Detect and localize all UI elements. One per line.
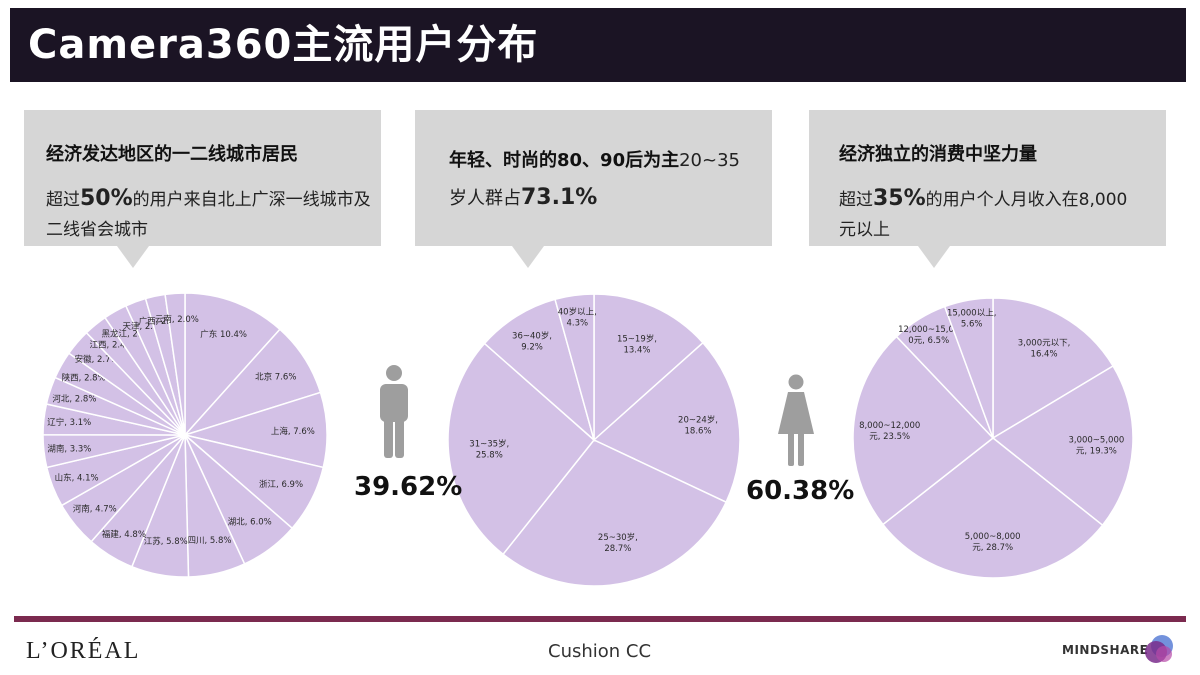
age-slice-label-2: 25~30岁, 28.7% <box>598 532 638 554</box>
male-percentage: 39.62% <box>354 472 463 502</box>
callout-income-body: 超过35%的用户个人月收入在8,000 元以上 <box>839 184 1127 245</box>
callout-age-pre: 岁人群占 <box>449 188 521 209</box>
pie-chart-age: 15~19岁, 13.4% 20~24岁, 18.6% 25~30岁, 28.7% 31~3… <box>447 293 741 587</box>
mindshare-logo-text: MINDSHARE <box>1062 643 1149 657</box>
footer-center-text: Cushion CC <box>548 641 652 662</box>
city-slice-label-10: 湖南, 3.3% <box>47 443 91 454</box>
city-slice-label-0: 广东 10.4% <box>200 329 247 340</box>
city-slice-label-11: 辽宁, 3.1% <box>47 417 91 428</box>
city-slice-label-1: 北京 7.6% <box>255 372 296 383</box>
city-slice-label-3: 浙江, 6.9% <box>259 479 303 490</box>
income-slice-label-0: 3,000元以下, 16.4% <box>1018 338 1071 359</box>
income-slice-label-5: 15,000以上, 5.6% <box>947 309 996 330</box>
city-slice-label-9: 山东, 4.1% <box>55 473 99 484</box>
callout-age-body: 岁人群占73.1% <box>449 184 597 210</box>
age-slice-label-0: 15~19岁, 13.4% <box>617 334 657 356</box>
city-slice-0 <box>184 292 281 437</box>
age-slice-label-5: 40岁以上, 4.3% <box>558 307 597 329</box>
city-slice-label-2: 上海, 7.6% <box>271 426 315 437</box>
income-slice-1 <box>991 364 1134 527</box>
female-person-icon <box>778 374 814 466</box>
callout-income: 经济独立的消费中坚力量 超过35%的用户个人月收入在8,000 元以上 <box>809 110 1166 246</box>
city-slice-label-16: 黑龙江, 2.4% <box>102 329 155 340</box>
income-slice-label-1: 3,000~5,000 元, 19.3% <box>1068 435 1124 456</box>
city-slice-label-19: 云南, 2.0% <box>155 314 199 325</box>
city-slice-19 <box>164 292 186 436</box>
pie-chart-city: 广东 10.4% 北京 7.6% 上海, 7.6% 浙江, 6.9% 湖北, 6.0% 四… <box>42 292 328 578</box>
income-slice-label-4: 12,000~15,00 0元, 6.5% <box>898 325 959 346</box>
callout-city-number: 50% <box>80 186 133 211</box>
age-slice-1 <box>592 341 741 504</box>
callout-income-tail <box>918 246 950 268</box>
callout-age-tail <box>512 246 544 268</box>
callout-city: 经济发达地区的一二线城市居民 超过50%的用户来自北上广深一线城市及 二线省会城… <box>24 110 381 246</box>
callout-city-post1: 的用户来自北上广深一线城市及 <box>132 190 371 210</box>
income-slice-3 <box>852 335 995 526</box>
callout-age-head: 年轻、时尚的80、90后为主 <box>449 150 680 171</box>
city-slice-label-5: 四川, 5.8% <box>187 536 231 546</box>
callout-city-post2: 二线省会城市 <box>46 220 148 240</box>
income-slice-label-3: 8,000~12,000 元, 23.5% <box>859 421 920 442</box>
callout-age-number: 73.1% <box>521 185 598 210</box>
callout-income-post1: 的用户个人月收入在8,000 <box>925 190 1128 210</box>
income-slice-0 <box>992 297 1115 440</box>
callout-city-tail <box>117 246 149 268</box>
footer-divider <box>14 616 1186 622</box>
city-slice-label-18: 广西, 2.0% <box>139 316 183 327</box>
callout-income-pre: 超过 <box>839 190 873 210</box>
female-percentage: 60.38% <box>746 476 855 506</box>
age-slice-label-3: 31~35岁, 25.8% <box>469 439 509 461</box>
city-slice-label-8: 河南, 4.7% <box>73 504 117 515</box>
income-slice-5 <box>943 297 994 439</box>
page-title: Camera360主流用户分布 <box>28 22 539 68</box>
callout-city-body: 超过50%的用户来自北上广深一线城市及 二线省会城市 <box>46 184 371 245</box>
title-bar: Camera360主流用户分布 <box>10 8 1186 82</box>
callout-income-post2: 元以上 <box>839 220 890 240</box>
age-slice-label-1: 20~24岁, 18.6% <box>678 414 718 436</box>
income-slice-label-2: 5,000~8,000 元, 28.7% <box>965 532 1021 553</box>
city-slice-label-13: 陕西, 2.8% <box>62 373 106 384</box>
pie-chart-income: 3,000元以下, 16.4% 3,000~5,000 元, 19.3% 5,000~8… <box>852 297 1134 579</box>
age-slice-label-4: 36~40岁, 9.2% <box>512 330 552 352</box>
age-slice-3 <box>447 342 596 556</box>
callout-age-heading: 年轻、时尚的80、90后为主20~35 <box>449 146 740 172</box>
city-slice-label-17: 天津, 2.1% <box>122 321 166 332</box>
city-slice-label-15: 江西, 2.4% <box>90 341 134 351</box>
city-slice-label-4: 湖北, 6.0% <box>228 517 272 527</box>
callout-income-heading: 经济独立的消费中坚力量 <box>839 144 1037 165</box>
income-slice-2 <box>881 437 1104 579</box>
loreal-logo: L’ORÉAL <box>26 638 141 664</box>
callout-age: 年轻、时尚的80、90后为主20~35 岁人群占73.1% <box>415 110 772 246</box>
callout-city-pre: 超过 <box>46 190 80 210</box>
callout-city-heading: 经济发达地区的一二线城市居民 <box>46 144 298 165</box>
male-person-icon <box>380 365 408 458</box>
city-slice-label-12: 河北, 2.8% <box>52 394 96 405</box>
city-slice-label-14: 安徽, 2.7% <box>75 354 119 365</box>
city-slice-label-6: 江苏, 5.8% <box>144 536 188 547</box>
age-slice-2 <box>502 439 728 587</box>
callout-income-number: 35% <box>873 186 926 211</box>
age-slice-4 <box>483 298 596 443</box>
age-slice-0 <box>593 293 704 442</box>
callout-age-head-tail: 20~35 <box>679 150 740 171</box>
mindshare-logo-icon <box>1145 635 1173 663</box>
city-slice-label-7: 福建, 4.8% <box>102 529 146 540</box>
age-slice-5 <box>554 293 595 441</box>
